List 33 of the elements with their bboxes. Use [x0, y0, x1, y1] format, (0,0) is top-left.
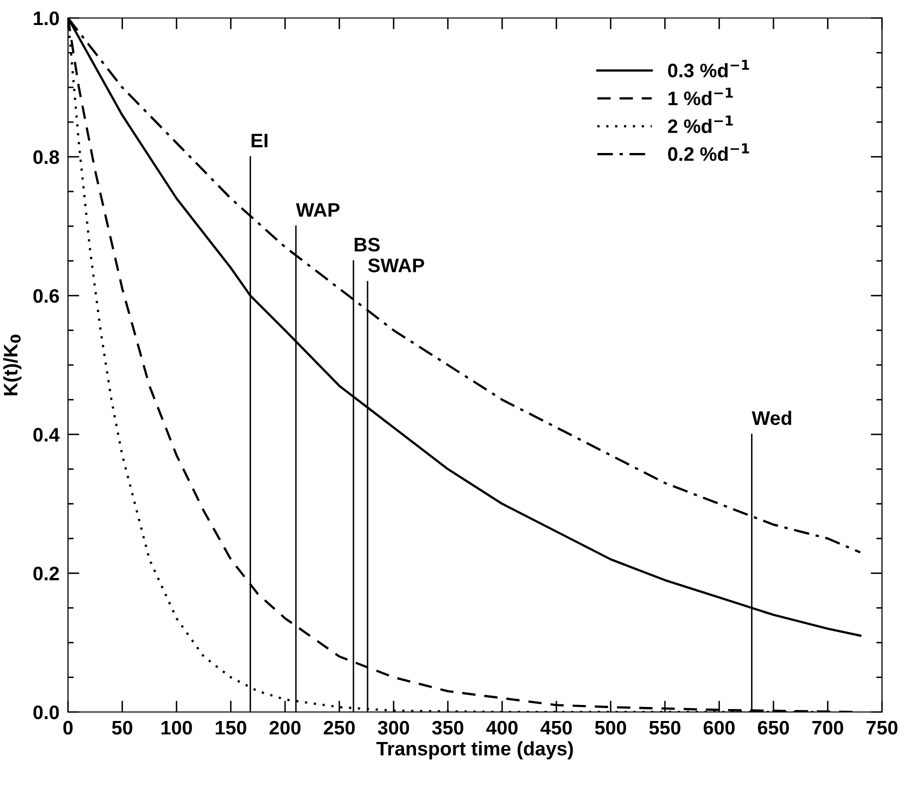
series-label: BS: [354, 238, 380, 252]
x-tick-label: 300: [378, 720, 410, 735]
x-tick-label: 650: [758, 720, 789, 735]
x-tick-label: 200: [270, 720, 300, 735]
x-tick-label: 400: [486, 720, 518, 735]
legend-label: 2 %d$^{−1}$: [668, 116, 733, 134]
x-tick-label: 50: [112, 720, 132, 735]
x-tick-label: 350: [432, 720, 464, 735]
x-axis-title: Transport time (days): [376, 741, 573, 760]
series-label: Wed: [752, 410, 792, 426]
y-tick-label: 0.6: [33, 289, 59, 303]
x-tick-label: 450: [540, 720, 572, 735]
x-tick-label: 0: [63, 720, 73, 735]
legend-label: 0.2 %d$^{−1}$: [668, 143, 750, 161]
y-tick-label: 0.2: [33, 566, 59, 580]
y-tick-label: 0.4: [33, 428, 60, 442]
legend-label: 0.3 %d$^{−1}$: [668, 60, 750, 78]
series-label: SWAP: [368, 258, 424, 272]
x-tick-label: 750: [866, 720, 898, 735]
legend-label: 1 %d$^{−1}$: [668, 88, 733, 106]
x-tick-label: 550: [649, 720, 680, 735]
y-tick-label: 0.0: [33, 705, 59, 720]
x-tick-label: 250: [324, 720, 355, 735]
series-label: EI: [252, 134, 268, 148]
x-tick-label: 600: [704, 720, 735, 735]
x-tick-label: 100: [162, 720, 192, 735]
x-tick-label: 150: [216, 720, 246, 735]
y-axis-title: K(t)/K$_{0}$: [3, 334, 22, 396]
y-tick-label: 0.8: [33, 150, 60, 164]
y-tick-label: 1.0: [34, 11, 59, 26]
series-label: WAP: [296, 203, 340, 217]
x-tick-label: 500: [595, 720, 626, 735]
x-tick-label: 700: [812, 720, 844, 735]
